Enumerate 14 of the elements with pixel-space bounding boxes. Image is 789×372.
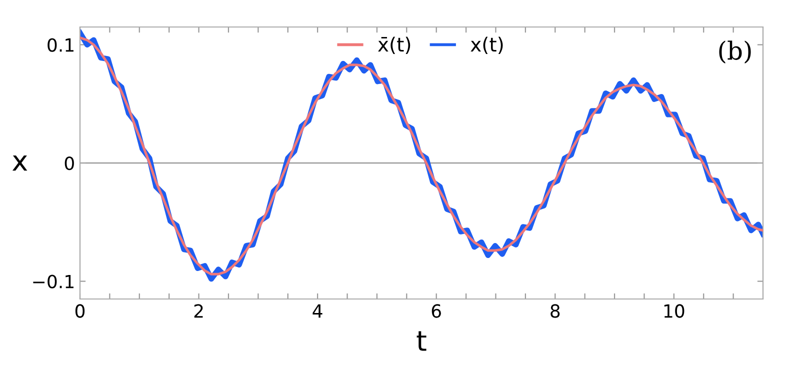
- y-tick-label: −0.1: [33, 274, 74, 288]
- x-tick-label: 0: [75, 304, 85, 318]
- annotation: (b): [719, 40, 751, 64]
- y-tick-label: 0: [64, 156, 74, 170]
- x-tick-label: 10: [664, 304, 684, 318]
- x-tick-label: 4: [312, 304, 322, 318]
- legend-label: x(t): [470, 36, 503, 54]
- y-tick-label: 0.1: [48, 38, 74, 52]
- x-tick-label: 8: [550, 304, 560, 318]
- x-tick-label: 6: [432, 304, 441, 318]
- x-tick-label: 2: [194, 304, 203, 318]
- x-axis-title: t: [416, 331, 426, 351]
- y-axis-title: x: [12, 155, 28, 171]
- legend-label: x̄(t): [378, 36, 410, 54]
